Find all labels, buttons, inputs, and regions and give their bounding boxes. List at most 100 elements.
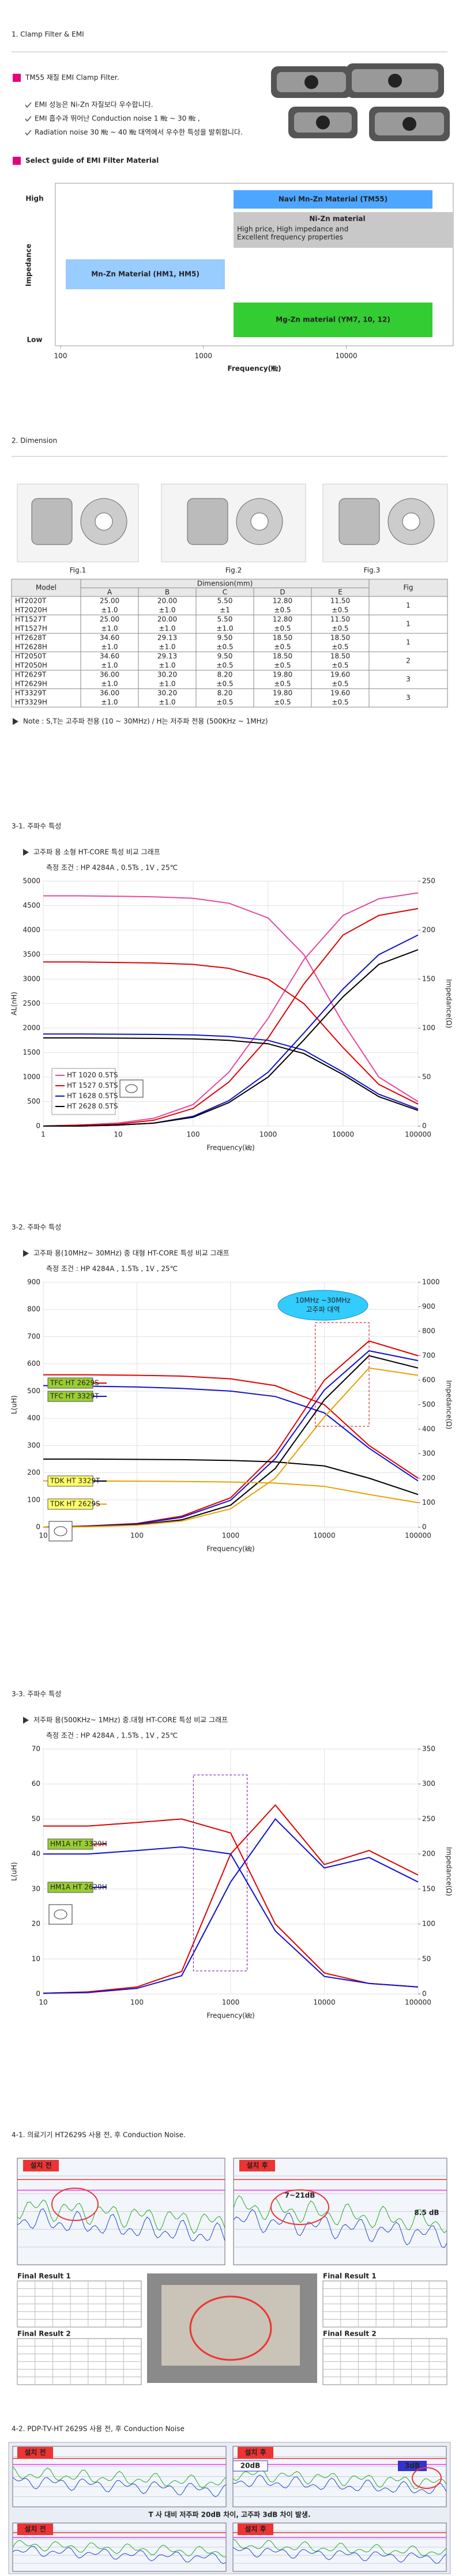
heading: 3-3. 주파수 특성 bbox=[12, 1690, 61, 1698]
table-cell: 18.50 bbox=[273, 634, 292, 642]
y2-tick-label: 1000 bbox=[422, 1278, 440, 1286]
y-axis-label: L(uH) bbox=[10, 1395, 18, 1414]
x-axis-label: Frequency(㎑) bbox=[206, 1545, 254, 1553]
coil-icon bbox=[54, 1526, 67, 1536]
y-tick-label: 10 bbox=[32, 1955, 40, 1963]
y2-tick-label: 150 bbox=[422, 1884, 435, 1893]
material-box bbox=[234, 212, 453, 248]
summary: T 사 대비 저주파 20dB 차이, 고주파 3dB 차이 발생. bbox=[148, 2510, 310, 2519]
y-tick-label: 600 bbox=[27, 1359, 40, 1368]
heading: 2. Dimension bbox=[12, 437, 57, 445]
y-tick-label: 900 bbox=[27, 1278, 40, 1286]
y-tick-label: 4500 bbox=[22, 901, 40, 909]
table-cell: 25.00 bbox=[100, 615, 119, 624]
table-cell: 11.50 bbox=[330, 597, 350, 605]
y-axis-label: L(uH) bbox=[10, 1862, 18, 1881]
product-photo bbox=[304, 75, 318, 89]
y2-tick-label: 900 bbox=[422, 1302, 435, 1310]
table-cell: ±0.5 bbox=[274, 606, 291, 614]
x-tick-label: 100 bbox=[187, 1131, 200, 1139]
chart-subtitle: 측정 조건 : HP 4284A , 0.5Ts , 1V , 25℃ bbox=[46, 864, 178, 872]
label-tab bbox=[23, 2160, 59, 2171]
label-tab bbox=[17, 2447, 53, 2458]
table-cell: ±0.5 bbox=[216, 698, 233, 707]
emi-trace bbox=[12, 2466, 227, 2488]
table-cell: ±1.0 bbox=[159, 698, 175, 707]
table-cell: ±1.0 bbox=[159, 606, 175, 614]
callout-text: 10MHz ~30MHz bbox=[295, 1297, 351, 1305]
y-tick-label: 1500 bbox=[22, 1048, 40, 1056]
callout-text: 고주파 대역 bbox=[306, 1306, 340, 1314]
bullet-text: EMI 흡수과 뛰어난 Conduction noise 1 ㎒ ~ 30 ㎒ … bbox=[35, 115, 200, 123]
x-tick-label: 1000 bbox=[259, 1131, 277, 1139]
emi-trace bbox=[17, 2208, 225, 2242]
table-cell: HT2020H bbox=[15, 606, 47, 614]
table-cell: ±0.5 bbox=[216, 662, 233, 670]
series-line-y2 bbox=[43, 892, 419, 1127]
y2-tick-label: 50 bbox=[422, 1955, 431, 1963]
coil-icon bbox=[119, 1079, 144, 1098]
x-tick-label: 10000 bbox=[332, 1131, 354, 1139]
bullet-text: Radiation noise 30 ㎒ ~ 40 ㎒ 대역에서 우수한 특성을… bbox=[35, 129, 243, 137]
y-tick-label: 1000 bbox=[22, 1073, 40, 1081]
legend-label: HM1A HT 3329H bbox=[50, 1840, 107, 1848]
annotation-box bbox=[232, 2460, 268, 2472]
y2-tick-label: 600 bbox=[422, 1376, 435, 1384]
label-tab-text: 설치 후 bbox=[244, 2448, 266, 2457]
material-box bbox=[234, 303, 432, 337]
device-photo bbox=[161, 2285, 300, 2366]
table-cell: 30.20 bbox=[157, 689, 177, 697]
series-line bbox=[43, 1037, 419, 1111]
table-cell: ±0.5 bbox=[274, 625, 291, 633]
table-cell: 9.50 bbox=[217, 652, 233, 660]
label-tab bbox=[238, 2524, 273, 2535]
table-cell: 19.80 bbox=[273, 671, 292, 679]
figure-drawing bbox=[338, 498, 380, 545]
emi-trace bbox=[12, 2540, 227, 2558]
table-cell: 34.60 bbox=[100, 652, 119, 660]
bullet-square bbox=[13, 74, 21, 82]
label-tab-text: 설치 후 bbox=[246, 2161, 268, 2170]
bullet-arrow bbox=[13, 718, 18, 725]
y-tick-label: 60 bbox=[32, 1780, 40, 1788]
y2-tick-label: 300 bbox=[422, 1780, 435, 1788]
material-box bbox=[66, 259, 225, 289]
table-cell: ±0.5 bbox=[274, 698, 291, 707]
table-cell: 18.50 bbox=[330, 634, 350, 642]
table-cell: ±0.5 bbox=[216, 643, 233, 651]
bullet-arrow bbox=[23, 1250, 29, 1257]
label-tab-text: 설치 전 bbox=[30, 2161, 51, 2170]
table-cell: ±0.5 bbox=[216, 680, 233, 688]
table-cell: 29.13 bbox=[157, 634, 177, 642]
y-tick-label: 500 bbox=[27, 1387, 40, 1395]
table-cell: 11.50 bbox=[330, 615, 350, 624]
y-axis-label: AL(nH) bbox=[10, 992, 18, 1015]
chart-title: 저주파 용(500KHz~ 1MHz) 중.대형 HT-CORE 특성 비교 그… bbox=[33, 1716, 228, 1724]
annotation: 7~21dB bbox=[285, 2192, 315, 2200]
y-tick-label: 0 bbox=[36, 1122, 40, 1130]
table-cell: ±0.5 bbox=[274, 662, 291, 670]
table-cell: 12.80 bbox=[273, 597, 292, 605]
figure-drawing bbox=[31, 498, 73, 545]
highlight-circle bbox=[412, 2467, 442, 2489]
label-tab bbox=[239, 2160, 275, 2171]
y2-tick-label: 0 bbox=[422, 1990, 427, 1998]
table-cell: ±1.0 bbox=[159, 680, 175, 688]
table-header-cell: D bbox=[280, 588, 285, 596]
table-cell: 2 bbox=[406, 657, 411, 665]
material-box bbox=[234, 190, 432, 209]
bullet-arrow bbox=[23, 1717, 29, 1724]
x-tick-label: 100 bbox=[54, 352, 67, 360]
highlight-circle bbox=[270, 2189, 329, 2225]
table-cell: 3 bbox=[406, 694, 411, 702]
figure-label: Fig.3 bbox=[364, 566, 380, 575]
y2-tick-label: 700 bbox=[422, 1351, 435, 1359]
x-tick-label: 100 bbox=[130, 1532, 144, 1540]
series-line-y2 bbox=[43, 949, 419, 1127]
table-header-cell: Fig bbox=[404, 584, 413, 592]
table-cell: 19.80 bbox=[273, 689, 292, 697]
figure-drawing bbox=[402, 512, 420, 531]
result-title: Final Result 1 bbox=[17, 2272, 71, 2280]
annotation: 20dB bbox=[240, 2462, 260, 2470]
